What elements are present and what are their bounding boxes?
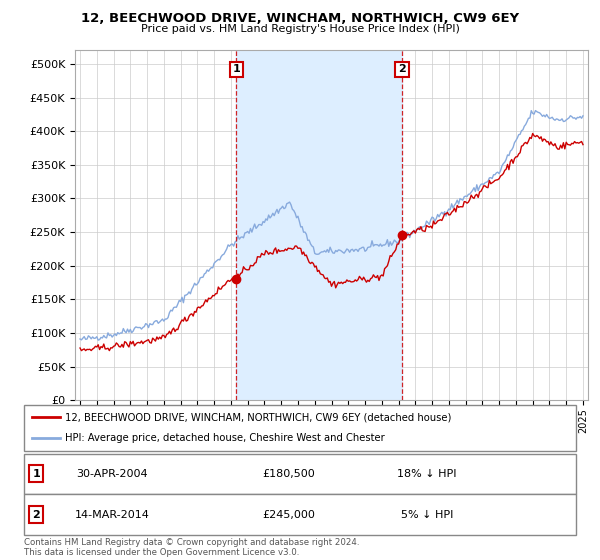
Text: 12, BEECHWOOD DRIVE, WINCHAM, NORTHWICH, CW9 6EY: 12, BEECHWOOD DRIVE, WINCHAM, NORTHWICH,…	[81, 12, 519, 25]
Bar	[236, 50, 402, 400]
Text: 30-APR-2004: 30-APR-2004	[77, 469, 148, 479]
Text: Contains HM Land Registry data © Crown copyright and database right 2024.
This d: Contains HM Land Registry data © Crown c…	[24, 538, 359, 557]
Text: Price paid vs. HM Land Registry's House Price Index (HPI): Price paid vs. HM Land Registry's House …	[140, 24, 460, 34]
Text: 12, BEECHWOOD DRIVE, WINCHAM, NORTHWICH, CW9 6EY (detached house): 12, BEECHWOOD DRIVE, WINCHAM, NORTHWICH,…	[65, 412, 452, 422]
Text: 5% ↓ HPI: 5% ↓ HPI	[401, 510, 453, 520]
Text: HPI: Average price, detached house, Cheshire West and Chester: HPI: Average price, detached house, Ches…	[65, 433, 385, 444]
Text: 1: 1	[233, 64, 241, 74]
Text: 2: 2	[398, 64, 406, 74]
Text: £245,000: £245,000	[263, 510, 316, 520]
Text: 1: 1	[32, 469, 40, 479]
Text: 2: 2	[32, 510, 40, 520]
FancyBboxPatch shape	[24, 454, 576, 494]
FancyBboxPatch shape	[24, 405, 576, 451]
Text: 18% ↓ HPI: 18% ↓ HPI	[397, 469, 457, 479]
Text: 14-MAR-2014: 14-MAR-2014	[75, 510, 150, 520]
Text: £180,500: £180,500	[263, 469, 316, 479]
FancyBboxPatch shape	[24, 494, 576, 535]
